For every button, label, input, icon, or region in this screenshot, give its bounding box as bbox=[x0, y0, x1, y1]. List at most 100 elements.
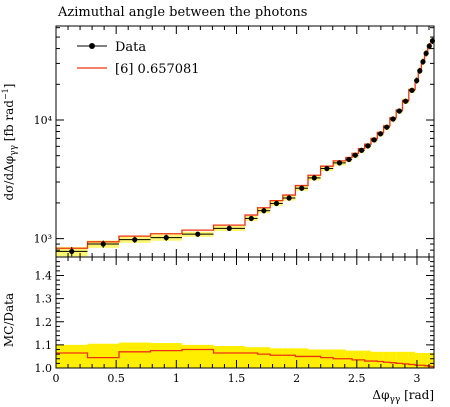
ratio-band-bin bbox=[424, 352, 428, 368]
main-y-ticks: 10³ 10⁴ bbox=[34, 27, 434, 258]
data-point bbox=[150, 234, 182, 241]
data-marker bbox=[377, 131, 384, 137]
data-marker bbox=[365, 143, 371, 149]
x-tick-label: 0 bbox=[53, 372, 60, 385]
ratio-panel: 1.0 1.1 1.2 1.3 1.4 0 0.5 1 1.5 2 2.5 3 bbox=[35, 256, 435, 385]
ratio-band-bin bbox=[418, 352, 422, 368]
mc-step-line bbox=[56, 39, 434, 249]
data-point bbox=[182, 231, 214, 237]
ratio-band-bin bbox=[295, 348, 308, 368]
x-tick-label: 2 bbox=[293, 372, 300, 385]
ratio-band-bin bbox=[402, 351, 409, 368]
data-marker bbox=[420, 59, 426, 65]
data-point bbox=[333, 160, 346, 166]
data-marker bbox=[69, 248, 75, 255]
data-marker bbox=[371, 137, 377, 143]
data-marker bbox=[426, 43, 432, 49]
x-tick-label: 1.5 bbox=[228, 372, 246, 385]
data-marker bbox=[132, 237, 138, 243]
data-marker bbox=[384, 124, 390, 130]
data-marker bbox=[248, 215, 254, 222]
ratio-band-bin bbox=[371, 351, 378, 368]
data-point bbox=[396, 108, 403, 114]
data-marker bbox=[336, 160, 343, 166]
data-point bbox=[213, 225, 245, 232]
data-point bbox=[308, 175, 321, 181]
ratio-band-bin bbox=[213, 346, 245, 368]
data-point bbox=[282, 195, 296, 201]
data-marker bbox=[226, 225, 232, 231]
mc-histogram bbox=[56, 39, 434, 249]
data-point bbox=[87, 240, 119, 248]
ratio-band-bin bbox=[427, 352, 431, 368]
data-marker bbox=[261, 208, 267, 214]
data-marker bbox=[409, 87, 415, 93]
data-marker bbox=[346, 156, 352, 163]
ratio-step-line bbox=[56, 348, 434, 368]
data-point bbox=[417, 67, 423, 74]
ratio-band-bin bbox=[383, 351, 390, 368]
legend-data-label: Data bbox=[115, 40, 146, 55]
ratio-x-ticks: 0 0.5 1 1.5 2 2.5 3 bbox=[53, 257, 430, 385]
x-axis-label: Δφγγ [rad] bbox=[372, 388, 434, 405]
data-marker bbox=[311, 175, 317, 181]
ratio-band-bin bbox=[182, 344, 214, 368]
x-tick-label: 2.5 bbox=[348, 372, 366, 385]
data-marker bbox=[358, 147, 365, 153]
ratio-band-bin bbox=[119, 342, 151, 368]
data-marker bbox=[286, 195, 292, 201]
data-marker bbox=[423, 50, 429, 56]
data-marker bbox=[403, 98, 409, 104]
ratio-mc-line bbox=[56, 348, 434, 368]
data-point bbox=[414, 77, 420, 84]
ratio-band-bin bbox=[257, 347, 271, 368]
ratio-band-bin bbox=[282, 348, 296, 368]
ratio-band-bin bbox=[320, 349, 334, 368]
data-marker bbox=[324, 165, 330, 172]
ratio-y-tick-label: 1.2 bbox=[35, 316, 53, 329]
x-tick-label: 0.5 bbox=[107, 372, 125, 385]
data-point bbox=[345, 156, 353, 163]
data-point bbox=[402, 98, 409, 104]
data-marker bbox=[163, 235, 169, 241]
ratio-uncertainty-band bbox=[56, 342, 434, 368]
data-point bbox=[270, 200, 283, 207]
data-marker bbox=[417, 68, 423, 74]
data-point bbox=[423, 50, 429, 57]
data-point bbox=[426, 43, 432, 50]
chart-title: Azimuthal angle between the photons bbox=[57, 5, 307, 20]
ratio-band-bin bbox=[270, 348, 283, 368]
data-point bbox=[364, 143, 371, 149]
ratio-band-bin bbox=[408, 351, 416, 368]
data-marker bbox=[299, 185, 305, 191]
ratio-band-bin bbox=[150, 343, 182, 368]
ratio-band-bin bbox=[430, 352, 434, 368]
data-point bbox=[320, 165, 334, 172]
data-marker bbox=[273, 200, 280, 207]
data-marker bbox=[195, 231, 201, 237]
ratio-band-bin bbox=[56, 344, 88, 368]
data-point bbox=[358, 147, 365, 153]
legend-mc-label: [6] 0.657081 bbox=[115, 62, 200, 77]
ratio-y-tick-label: 1.4 bbox=[35, 270, 53, 283]
data-point bbox=[408, 87, 416, 93]
data-point bbox=[257, 208, 271, 214]
main-x-ticks bbox=[55, 26, 430, 257]
data-point bbox=[352, 152, 359, 158]
data-point bbox=[56, 246, 88, 257]
main-y-tick-label: 10⁴ bbox=[34, 114, 53, 127]
ratio-band-bin bbox=[396, 351, 403, 368]
ratio-band-bin bbox=[421, 352, 425, 368]
data-point bbox=[389, 116, 397, 122]
data-point bbox=[383, 124, 390, 130]
legend: Data [6] 0.657081 bbox=[77, 40, 200, 77]
data-point bbox=[245, 215, 258, 222]
ratio-band-bin bbox=[245, 347, 258, 368]
ratio-band-bin bbox=[308, 349, 321, 368]
x-tick-label: 3 bbox=[413, 372, 420, 385]
ratio-band-bin bbox=[377, 351, 384, 368]
ratio-y-tick-label: 1.3 bbox=[35, 293, 53, 306]
data-marker bbox=[414, 77, 420, 84]
data-marker bbox=[390, 116, 396, 122]
data-point bbox=[371, 137, 378, 143]
